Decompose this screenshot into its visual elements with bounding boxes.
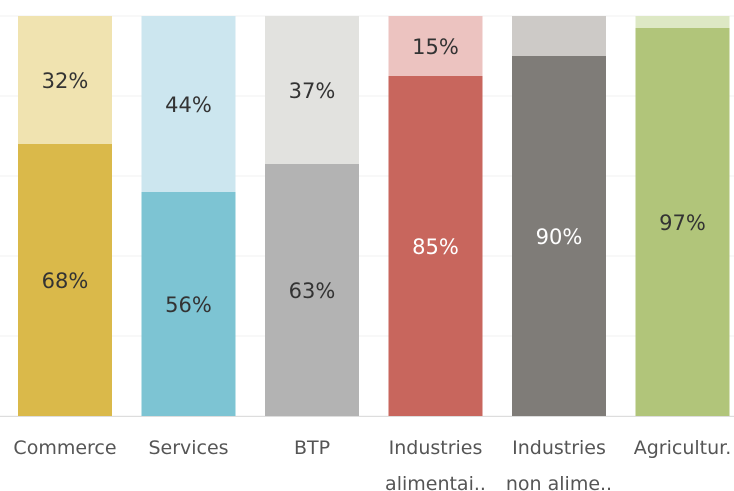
bar-segment <box>512 16 606 56</box>
x-tick-label: BTP <box>293 437 331 459</box>
data-label: 15% <box>412 35 459 59</box>
data-label: 32% <box>42 69 89 93</box>
data-label: 56% <box>165 293 212 317</box>
bar-segment <box>18 16 112 144</box>
x-tick-label: Industries non alime.. <box>505 437 613 491</box>
x-tick-label: Commerce <box>13 437 117 459</box>
data-label: 44% <box>165 93 212 117</box>
data-label: 68% <box>42 269 89 293</box>
bar-segment <box>18 144 112 416</box>
bar-segment <box>141 16 236 192</box>
bar-segment <box>635 16 730 28</box>
x-tick-label: Services <box>148 437 229 459</box>
bar-segment <box>265 164 359 416</box>
bar-segment <box>388 16 483 76</box>
data-label: 97% <box>659 211 706 235</box>
data-label: 85% <box>412 235 459 259</box>
data-label: 63% <box>289 279 336 303</box>
data-label: 37% <box>289 79 336 103</box>
data-label: 90% <box>536 225 583 249</box>
x-tick-label: Agricultur. <box>633 437 732 459</box>
bar-segment <box>635 28 730 416</box>
bar-segment <box>388 76 483 416</box>
bar-segment <box>141 192 236 416</box>
x-tick-label: Industries alimentai.. <box>385 437 486 491</box>
bar-segment <box>512 56 606 416</box>
bar-segment <box>265 16 359 164</box>
